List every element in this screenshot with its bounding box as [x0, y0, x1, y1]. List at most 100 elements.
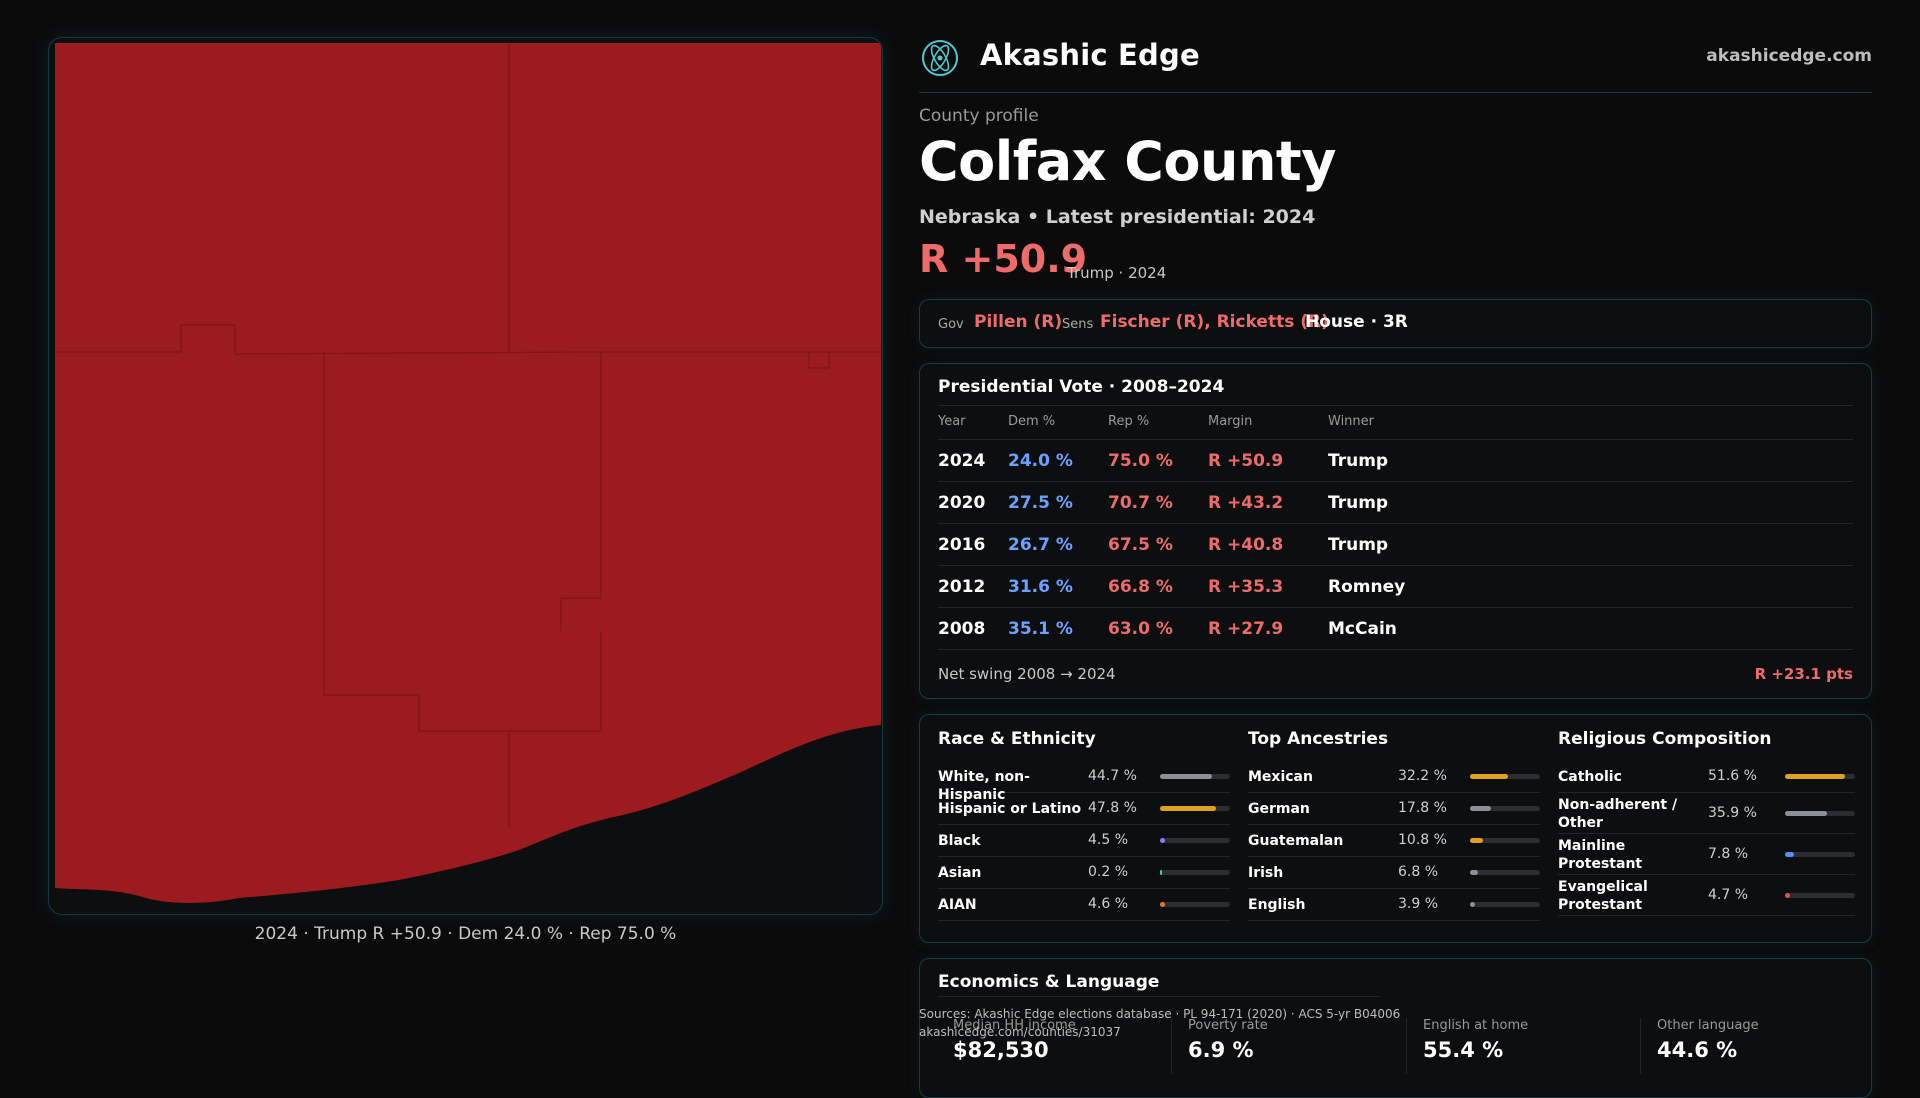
gov-label: Gov	[938, 317, 964, 332]
list-item[interactable]: Asian 0.2 %	[938, 857, 1230, 889]
share-bar-fill	[1785, 852, 1794, 857]
share-bar-fill	[1470, 902, 1475, 907]
page-subtitle: Nebraska • Latest presidential: 2024	[919, 206, 1316, 228]
item-label: Mexican	[1248, 769, 1313, 785]
row-dem: 27.5 %	[1008, 493, 1073, 513]
county-map[interactable]	[48, 37, 883, 915]
presidential-table: Presidential Vote · 2008–2024 Year Dem %…	[919, 363, 1872, 699]
share-bar-fill	[1785, 774, 1845, 779]
share-bar	[1785, 774, 1855, 779]
col-margin: Margin	[1208, 414, 1253, 429]
list-item[interactable]: Catholic 51.6 %	[1558, 761, 1855, 793]
stat-label: Other language	[1657, 1018, 1759, 1033]
list-item[interactable]: English 3.9 %	[1248, 889, 1540, 921]
share-bar	[1470, 870, 1540, 875]
presidential-title: Presidential Vote · 2008–2024	[938, 377, 1225, 397]
share-bar	[1160, 774, 1230, 779]
row-winner: Trump	[1328, 535, 1389, 555]
stat-english: English at home 55.4 %	[1423, 1018, 1528, 1062]
table-row[interactable]: 2012 31.6 % 66.8 % R +35.3 Romney	[938, 566, 1853, 608]
precinct-lines	[55, 43, 881, 828]
row-margin: R +50.9	[1208, 451, 1284, 471]
house-value: House · 3R	[1305, 312, 1408, 332]
stat-value: 55.4 %	[1423, 1038, 1504, 1062]
representation-bar: Gov Pillen (R) Sens Fischer (R), Rickett…	[919, 299, 1872, 348]
source-url[interactable]: akashicedge.com/counties/31037	[919, 1025, 1121, 1039]
list-item[interactable]: Mainline Protestant 7.8 %	[1558, 834, 1855, 875]
item-label: Mainline Protestant	[1558, 838, 1643, 872]
item-label: Asian	[938, 865, 982, 881]
row-dem: 31.6 %	[1008, 577, 1073, 597]
race-column: Race & Ethnicity White, non-Hispanic 44.7…	[938, 715, 1230, 944]
share-bar	[1470, 806, 1540, 811]
sens-value: Fischer (R), Ricketts (R)	[1100, 312, 1329, 332]
item-percent: 32.2 %	[1398, 768, 1447, 784]
item-label: English	[1248, 897, 1306, 913]
row-year: 2020	[938, 493, 986, 513]
row-margin: R +35.3	[1208, 577, 1284, 597]
item-percent: 17.8 %	[1398, 800, 1447, 816]
list-item[interactable]: White, non-Hispanic 44.7 %	[938, 761, 1230, 803]
list-item[interactable]: Evangelical Protestant 4.7 %	[1558, 875, 1855, 916]
share-bar-fill	[1160, 806, 1216, 811]
item-percent: 3.9 %	[1398, 896, 1439, 912]
item-percent: 0.2 %	[1088, 864, 1129, 880]
row-rep: 66.8 %	[1108, 577, 1173, 597]
row-dem: 24.0 %	[1008, 451, 1073, 471]
item-label: AIAN	[938, 897, 977, 913]
item-percent: 4.5 %	[1088, 832, 1129, 848]
site-url[interactable]: akashicedge.com	[1706, 46, 1872, 66]
col-rep: Rep %	[1108, 414, 1150, 429]
share-bar-fill	[1160, 870, 1162, 875]
sources-line: Sources: Akashic Edge elections database…	[919, 1007, 1401, 1021]
map-caption: 2024 · Trump R +50.9 · Dem 24.0 % · Rep …	[254, 924, 677, 944]
table-row[interactable]: 2008 35.1 % 63.0 % R +27.9 McCain	[938, 608, 1853, 650]
item-label: Catholic	[1558, 769, 1622, 785]
row-rep: 63.0 %	[1108, 619, 1173, 639]
row-margin: R +27.9	[1208, 619, 1284, 639]
item-percent: 10.8 %	[1398, 832, 1447, 848]
economics-title: Economics & Language	[938, 972, 1160, 992]
sens-label: Sens	[1062, 317, 1094, 332]
list-item[interactable]: Guatemalan 10.8 %	[1248, 825, 1540, 857]
atom-logo-icon[interactable]	[921, 39, 959, 77]
row-rep: 75.0 %	[1108, 451, 1173, 471]
list-item[interactable]: German 17.8 %	[1248, 793, 1540, 825]
religion-title: Religious Composition	[1558, 729, 1772, 749]
divider	[1640, 1018, 1641, 1074]
row-year: 2016	[938, 535, 986, 555]
list-item[interactable]: AIAN 4.6 %	[938, 889, 1230, 921]
row-winner: McCain	[1328, 619, 1397, 639]
net-swing-value: R +23.1 pts	[1754, 665, 1853, 683]
headline-margin-note: Trump · 2024	[1067, 264, 1167, 282]
share-bar-fill	[1160, 774, 1212, 779]
share-bar-fill	[1785, 811, 1827, 816]
table-row[interactable]: 2024 24.0 % 75.0 % R +50.9 Trump	[938, 440, 1853, 482]
divider	[1171, 1018, 1172, 1074]
share-bar-fill	[1470, 870, 1478, 875]
divider	[1406, 1018, 1407, 1074]
share-bar	[1470, 774, 1540, 779]
table-row[interactable]: 2020 27.5 % 70.7 % R +43.2 Trump	[938, 482, 1853, 524]
share-bar	[1470, 902, 1540, 907]
col-dem: Dem %	[1008, 414, 1056, 429]
divider	[938, 439, 1853, 440]
list-item[interactable]: Black 4.5 %	[938, 825, 1230, 857]
col-winner: Winner	[1328, 414, 1375, 429]
race-title: Race & Ethnicity	[938, 729, 1096, 749]
row-rep: 70.7 %	[1108, 493, 1173, 513]
demographics-panel: Race & Ethnicity White, non-Hispanic 44.7…	[919, 714, 1872, 943]
list-item[interactable]: Non-adherent / Other 35.9 %	[1558, 793, 1855, 834]
brand-name[interactable]: Akashic Edge	[980, 38, 1200, 72]
share-bar-fill	[1470, 838, 1483, 843]
share-bar-fill	[1470, 806, 1491, 811]
share-bar-fill	[1160, 902, 1165, 907]
list-item[interactable]: Mexican 32.2 %	[1248, 761, 1540, 793]
list-item[interactable]: Hispanic or Latino 47.8 %	[938, 793, 1230, 825]
row-dem: 26.7 %	[1008, 535, 1073, 555]
ancestry-title: Top Ancestries	[1248, 729, 1389, 749]
list-item[interactable]: Irish 6.8 %	[1248, 857, 1540, 889]
item-percent: 4.7 %	[1708, 887, 1749, 903]
table-row[interactable]: 2016 26.7 % 67.5 % R +40.8 Trump	[938, 524, 1853, 566]
stat-value: $82,530	[953, 1038, 1049, 1062]
